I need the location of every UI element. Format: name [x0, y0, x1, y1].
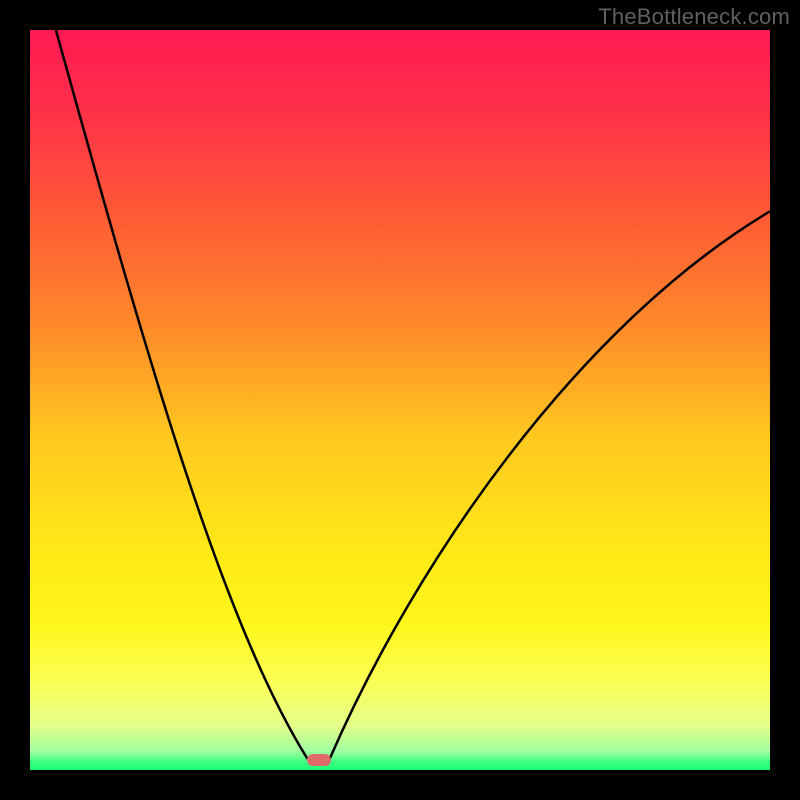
bottleneck-curve: [30, 30, 770, 770]
curve-left-branch: [56, 30, 308, 759]
curve-right-branch: [330, 211, 770, 759]
minimum-marker: [307, 754, 331, 766]
plot-area: [30, 30, 770, 770]
watermark-text: TheBottleneck.com: [598, 4, 790, 30]
